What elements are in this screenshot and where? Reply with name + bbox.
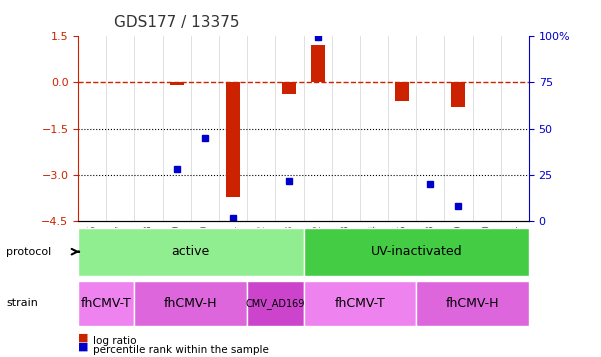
Text: GSM829: GSM829	[172, 225, 182, 265]
Text: GSM827: GSM827	[115, 225, 126, 265]
Text: GSM6821: GSM6821	[510, 225, 520, 271]
FancyBboxPatch shape	[304, 228, 529, 276]
Text: CMV_AD169: CMV_AD169	[246, 298, 305, 309]
Text: GSM6819: GSM6819	[453, 225, 463, 271]
Text: ■: ■	[78, 333, 88, 343]
Bar	[226, 82, 240, 197]
Text: GSM831: GSM831	[228, 225, 238, 265]
Text: GDS177 / 13375: GDS177 / 13375	[114, 15, 240, 30]
FancyBboxPatch shape	[78, 228, 304, 276]
Bar	[282, 82, 296, 95]
Text: UV-inactivated: UV-inactivated	[370, 245, 462, 258]
Text: fhCMV-H: fhCMV-H	[446, 297, 499, 310]
Bar	[395, 82, 409, 101]
Text: ■: ■	[78, 342, 88, 352]
Bar	[169, 82, 184, 85]
Text: fhCMV-T: fhCMV-T	[335, 297, 385, 310]
Text: percentile rank within the sample: percentile rank within the sample	[93, 345, 269, 355]
Text: GSM6824: GSM6824	[369, 225, 379, 271]
FancyBboxPatch shape	[247, 281, 304, 326]
FancyBboxPatch shape	[78, 281, 135, 326]
FancyBboxPatch shape	[416, 281, 529, 326]
Bar	[451, 82, 466, 107]
Text: GSM825: GSM825	[87, 225, 97, 265]
Text: GSM6820: GSM6820	[481, 225, 492, 271]
Text: GSM6823: GSM6823	[341, 225, 351, 271]
Text: GSM832: GSM832	[256, 225, 266, 265]
Text: protocol: protocol	[6, 247, 51, 257]
Text: log ratio: log ratio	[93, 336, 136, 346]
Text: GSM828: GSM828	[144, 225, 154, 265]
FancyBboxPatch shape	[135, 281, 247, 326]
Text: fhCMV-H: fhCMV-H	[164, 297, 218, 310]
Text: GSM6822: GSM6822	[313, 225, 323, 271]
Text: GSM6825: GSM6825	[397, 225, 407, 271]
FancyBboxPatch shape	[304, 281, 416, 326]
Text: strain: strain	[6, 298, 38, 308]
Text: active: active	[172, 245, 210, 258]
Text: fhCMV-T: fhCMV-T	[81, 297, 132, 310]
Text: GSM833: GSM833	[284, 225, 294, 265]
Bar	[311, 45, 325, 82]
Text: GSM6818: GSM6818	[426, 225, 435, 271]
Text: GSM830: GSM830	[200, 225, 210, 265]
